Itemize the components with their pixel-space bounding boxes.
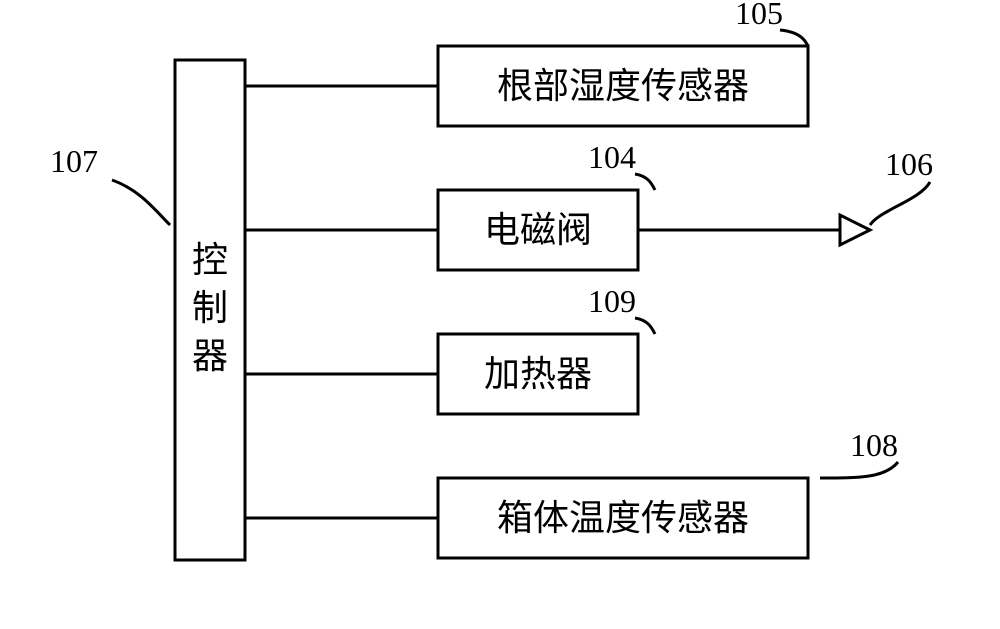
ref-lead-106 [870,182,930,225]
ref-num-105: 105 [735,0,783,31]
ref-lead-104 [635,174,655,190]
ref-num-107: 107 [50,143,98,179]
ref-lead-108 [820,462,898,478]
box-temp-sensor-label: 箱体温度传感器 [497,498,749,538]
controller-label-char: 器 [192,336,228,376]
solenoid-valve-label: 电磁阀 [484,210,592,250]
controller-label-char: 控 [192,240,228,280]
root-humidity-sensor-label: 根部湿度传感器 [497,66,749,106]
ref-lead-109 [635,318,655,334]
ref-lead-107 [112,180,170,225]
block-diagram: 控制器 107 根部湿度传感器 105 电磁阀 104 106 加热器 109 箱体温度传感器 10… [0,0,1000,629]
ref-lead-105 [780,30,808,46]
nozzle-icon [840,215,870,245]
heater-label: 加热器 [484,354,592,394]
ref-num-104: 104 [588,139,636,175]
controller-label-char: 制 [192,288,228,328]
ref-num-108: 108 [850,427,898,463]
ref-num-106: 106 [885,146,933,182]
ref-num-109: 109 [588,283,636,319]
